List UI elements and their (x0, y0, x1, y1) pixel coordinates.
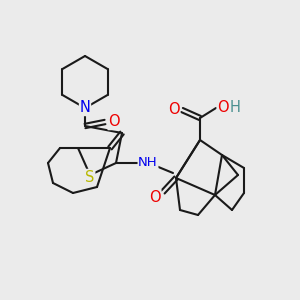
Text: O: O (168, 101, 180, 116)
Text: O: O (149, 190, 161, 205)
Text: S: S (85, 169, 95, 184)
Text: N: N (80, 100, 90, 116)
Text: O: O (217, 100, 229, 116)
Text: O: O (108, 115, 120, 130)
Text: NH: NH (138, 157, 158, 169)
Text: H: H (230, 100, 241, 116)
